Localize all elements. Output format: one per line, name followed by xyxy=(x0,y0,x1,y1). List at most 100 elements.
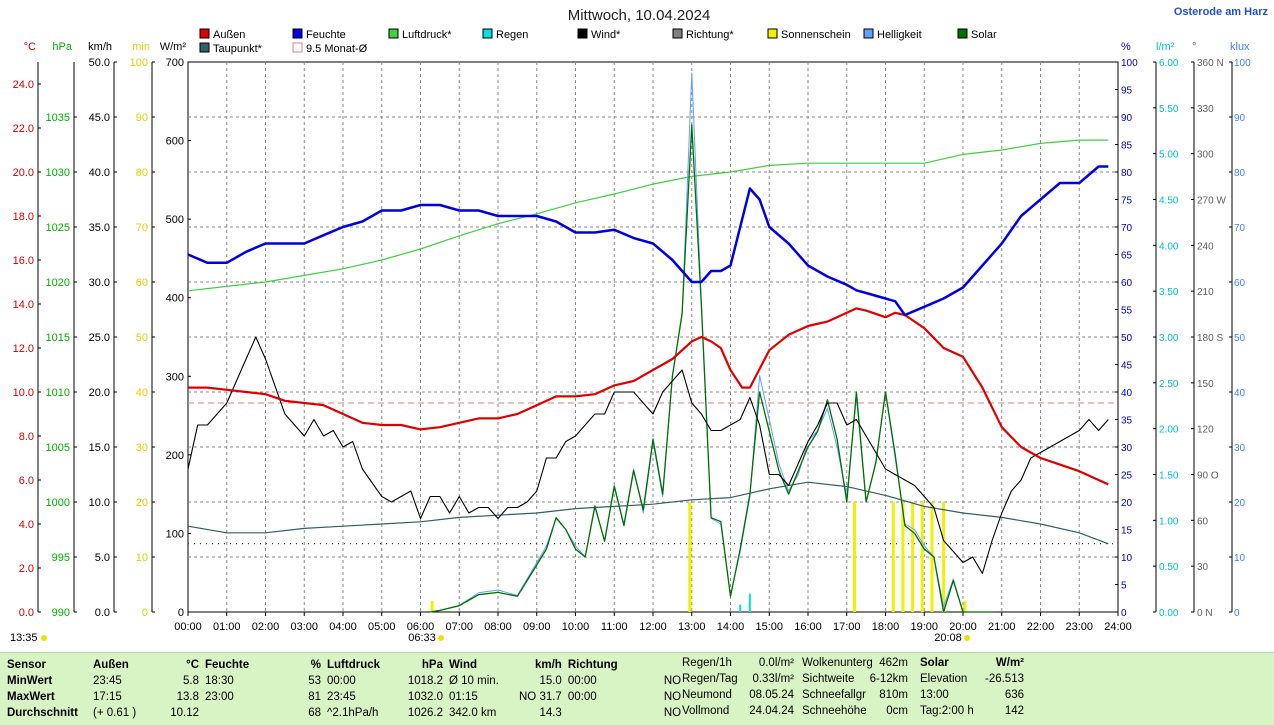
right-tick-label: 10 xyxy=(1121,553,1133,564)
legend-label: Regen xyxy=(496,29,528,41)
right-tick-label: 35 xyxy=(1121,416,1133,427)
right-tick-label: 20 xyxy=(1234,498,1246,509)
series-line-wind xyxy=(187,336,1109,575)
left-tick-label: 10.0 xyxy=(13,387,34,399)
legend-label: Feuchte xyxy=(306,29,346,41)
left-tick-label: 100 xyxy=(130,57,148,69)
x-tick-label: 13:00 xyxy=(678,621,706,633)
x-tick-label: 19:00 xyxy=(910,621,938,633)
richtung-min-time: 00:00 xyxy=(567,675,597,687)
left-tick-label: 50.0 xyxy=(89,57,110,69)
right-tick-label: 5.00 xyxy=(1159,150,1179,161)
right-tick-label: 0.50 xyxy=(1159,562,1179,573)
right-tick-label: 45 xyxy=(1121,361,1133,372)
wind-avg-value: 14.3 xyxy=(539,707,562,719)
right-tick-label: 65 xyxy=(1121,251,1133,262)
left-tick-label: 20.0 xyxy=(89,387,110,399)
x-tick-label: 08:00 xyxy=(484,621,512,633)
right-axis-unit: % xyxy=(1121,41,1131,53)
neumond-label: Neumond xyxy=(682,689,732,701)
left-tick-label: 4.0 xyxy=(19,519,34,531)
legend-swatch xyxy=(957,28,968,39)
right-tick-label: 95 xyxy=(1121,86,1133,97)
aussen-max-time: 17:15 xyxy=(93,691,122,703)
feuchte-header: Feuchte xyxy=(205,659,250,671)
left-tick-label: 45.0 xyxy=(89,112,110,124)
left-axes: °C 0.0 2.0 4.0 6.0 8.0 10.0 12.0 14.0 16.0 18.0 20.… xyxy=(13,41,191,619)
left-tick-label: 10 xyxy=(136,552,148,564)
left-tick-label: 1035 xyxy=(46,112,70,124)
wind-distance: 342.0 km xyxy=(449,707,497,719)
legend-label: Taupunkt* xyxy=(213,43,263,55)
legend-swatch xyxy=(863,28,874,39)
right-tick-label: 70 xyxy=(1234,223,1246,234)
row-label-max: MaxWert xyxy=(7,691,55,703)
left-tick-label: 16.0 xyxy=(13,255,34,267)
wind-header: Wind xyxy=(449,659,477,671)
left-tick-label: 80 xyxy=(136,167,148,179)
left-tick-label: 6.0 xyxy=(19,475,34,487)
richtung-avg-note xyxy=(565,705,661,721)
left-tick-label: 1015 xyxy=(46,332,70,344)
left-tick-label: 0 xyxy=(142,607,148,619)
x-tick-label: 11:00 xyxy=(601,621,628,633)
x-axis: 00:00 01:00 02:00 03:00 04:00 05:00 06:00 07:00… xyxy=(174,612,1132,644)
x-tick-label: 18:00 xyxy=(872,621,900,633)
right-tick-label: 85 xyxy=(1121,141,1133,152)
left-tick-label: 995 xyxy=(52,552,70,564)
x-tick-label: 05:00 xyxy=(368,621,396,633)
left-tick-label: 1010 xyxy=(46,387,70,399)
right-tick-label: 300 xyxy=(1197,150,1214,161)
series-line-auen xyxy=(188,307,1109,486)
feuchte-min-time: 18:30 xyxy=(205,675,234,687)
regen-tag-label: Regen/Tag xyxy=(682,673,738,685)
luftdruck-max-value: 1032.0 xyxy=(407,691,443,703)
right-tick-label: 3.00 xyxy=(1159,333,1179,344)
richtung-header: Richtung xyxy=(567,659,618,671)
legend-swatch xyxy=(199,28,210,39)
legend-label: Sonnenschein xyxy=(781,29,851,41)
wolken-label: Wolkenunterg xyxy=(802,657,873,669)
legend-label: 9.5 Monat-Ø xyxy=(306,43,368,55)
right-tick-label: 10 xyxy=(1234,553,1246,564)
left-tick-label: 14.0 xyxy=(13,299,34,311)
legend-label: Richtung* xyxy=(686,29,734,41)
richtung-avg-value: NO xyxy=(663,707,682,719)
right-tick-label: 25 xyxy=(1121,471,1133,482)
feuchte-max-value: 81 xyxy=(308,691,321,703)
left-tick-label: 25.0 xyxy=(89,332,110,344)
wind-min-time: Ø 10 min. xyxy=(449,675,499,687)
wind-max-time: 01:15 xyxy=(449,691,478,703)
left-tick-label: 20 xyxy=(136,497,148,509)
left-tick-label: 700 xyxy=(166,57,184,69)
left-tick-label: 1005 xyxy=(46,442,70,454)
left-tick-label: 1025 xyxy=(46,222,70,234)
schneefall-label: Schneefallgr xyxy=(802,689,866,701)
wolken-block: Wolkenunterg 462m Sichtweite 6-12km Schnee… xyxy=(802,657,908,721)
left-tick-label: 1020 xyxy=(46,277,70,289)
richtung-unit xyxy=(661,657,684,673)
wolken-value: 462m xyxy=(879,657,908,669)
left-tick-label: 70 xyxy=(136,222,148,234)
legend-swatch xyxy=(292,42,303,53)
right-axis-unit: l/m² xyxy=(1156,41,1175,53)
left-tick-label: 50 xyxy=(136,332,148,344)
x-tick-label: 21:00 xyxy=(988,621,1016,633)
aussen-header: Außen xyxy=(93,659,129,671)
left-tick-label: 8.0 xyxy=(19,431,34,443)
legend-label: Luftdruck* xyxy=(402,29,452,41)
right-tick-label: 0.00 xyxy=(1159,608,1179,619)
vollmond-value: 24.04.24 xyxy=(749,705,794,717)
left-tick-label: 300 xyxy=(166,371,184,383)
feuchte-max-time: 23:00 xyxy=(205,691,234,703)
feuchte-avg-value: 68 xyxy=(308,707,321,719)
x-tick-label: 22:00 xyxy=(1027,621,1055,633)
wind-max-value: NO 31.7 xyxy=(519,691,562,703)
legend-label: Außen xyxy=(213,29,245,41)
summary-table: Sensor Außen °C Feuchte % Luftdruck hPa … xyxy=(4,657,684,721)
right-tick-label: 2.00 xyxy=(1159,425,1179,436)
right-tick-label: 180 S xyxy=(1197,333,1223,344)
feuchte-unit: % xyxy=(310,659,321,671)
right-tick-label: 50 xyxy=(1234,333,1246,344)
right-tick-label: 5.50 xyxy=(1159,104,1179,115)
